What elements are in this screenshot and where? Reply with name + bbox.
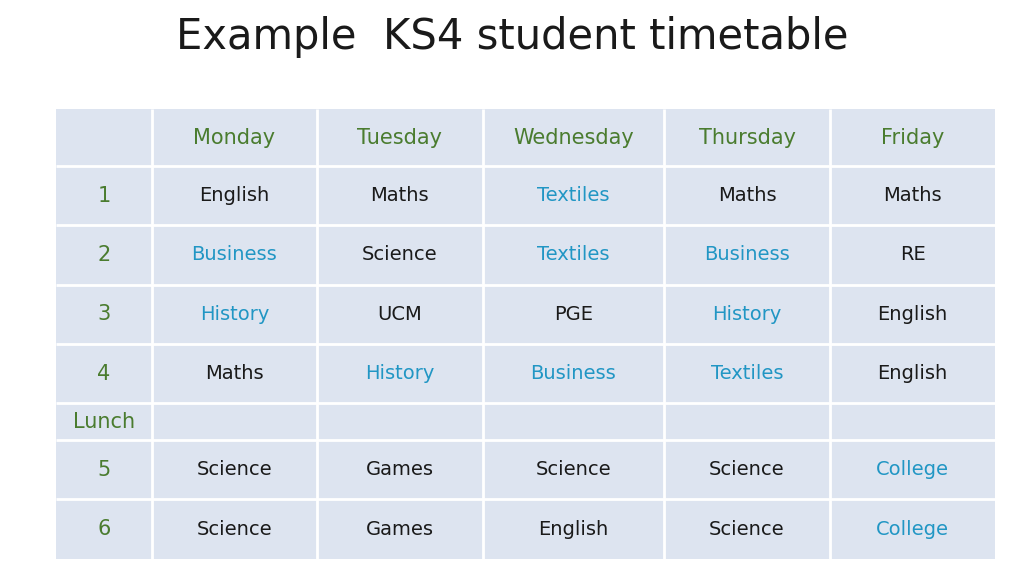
Text: English: English (539, 520, 608, 539)
Text: Science: Science (710, 520, 784, 539)
Text: Business: Business (530, 364, 616, 383)
Text: Games: Games (366, 520, 434, 539)
Text: Monday: Monday (194, 128, 275, 147)
Text: Thursday: Thursday (698, 128, 796, 147)
Text: Wednesday: Wednesday (513, 128, 634, 147)
Text: History: History (366, 364, 434, 383)
Text: Science: Science (197, 520, 272, 539)
Text: Maths: Maths (371, 186, 429, 205)
Text: Science: Science (710, 460, 784, 479)
Text: 6: 6 (97, 519, 111, 539)
Text: Science: Science (362, 245, 437, 264)
Text: Science: Science (536, 460, 611, 479)
Text: Textiles: Textiles (711, 364, 783, 383)
Text: Maths: Maths (205, 364, 264, 383)
Text: Science: Science (197, 460, 272, 479)
Text: Maths: Maths (884, 186, 942, 205)
Text: Textiles: Textiles (538, 186, 609, 205)
Text: English: English (878, 364, 947, 383)
Text: UCM: UCM (378, 305, 422, 324)
Text: College: College (877, 520, 949, 539)
Text: History: History (200, 305, 269, 324)
Text: RE: RE (900, 245, 926, 264)
Text: English: English (200, 186, 269, 205)
Text: College: College (877, 460, 949, 479)
Text: 1: 1 (97, 185, 111, 206)
Text: 4: 4 (97, 363, 111, 384)
Text: Maths: Maths (718, 186, 776, 205)
Text: 5: 5 (97, 460, 111, 480)
FancyBboxPatch shape (56, 109, 995, 559)
Text: Friday: Friday (881, 128, 944, 147)
Text: 2: 2 (97, 245, 111, 265)
Text: Textiles: Textiles (538, 245, 609, 264)
Text: English: English (878, 305, 947, 324)
Text: 3: 3 (97, 304, 111, 324)
Text: Business: Business (191, 245, 278, 264)
Text: History: History (713, 305, 781, 324)
Text: Tuesday: Tuesday (357, 128, 442, 147)
Text: Games: Games (366, 460, 434, 479)
Text: Example  KS4 student timetable: Example KS4 student timetable (176, 17, 848, 58)
Text: Business: Business (705, 245, 790, 264)
Text: PGE: PGE (554, 305, 593, 324)
Text: Lunch: Lunch (73, 412, 135, 431)
